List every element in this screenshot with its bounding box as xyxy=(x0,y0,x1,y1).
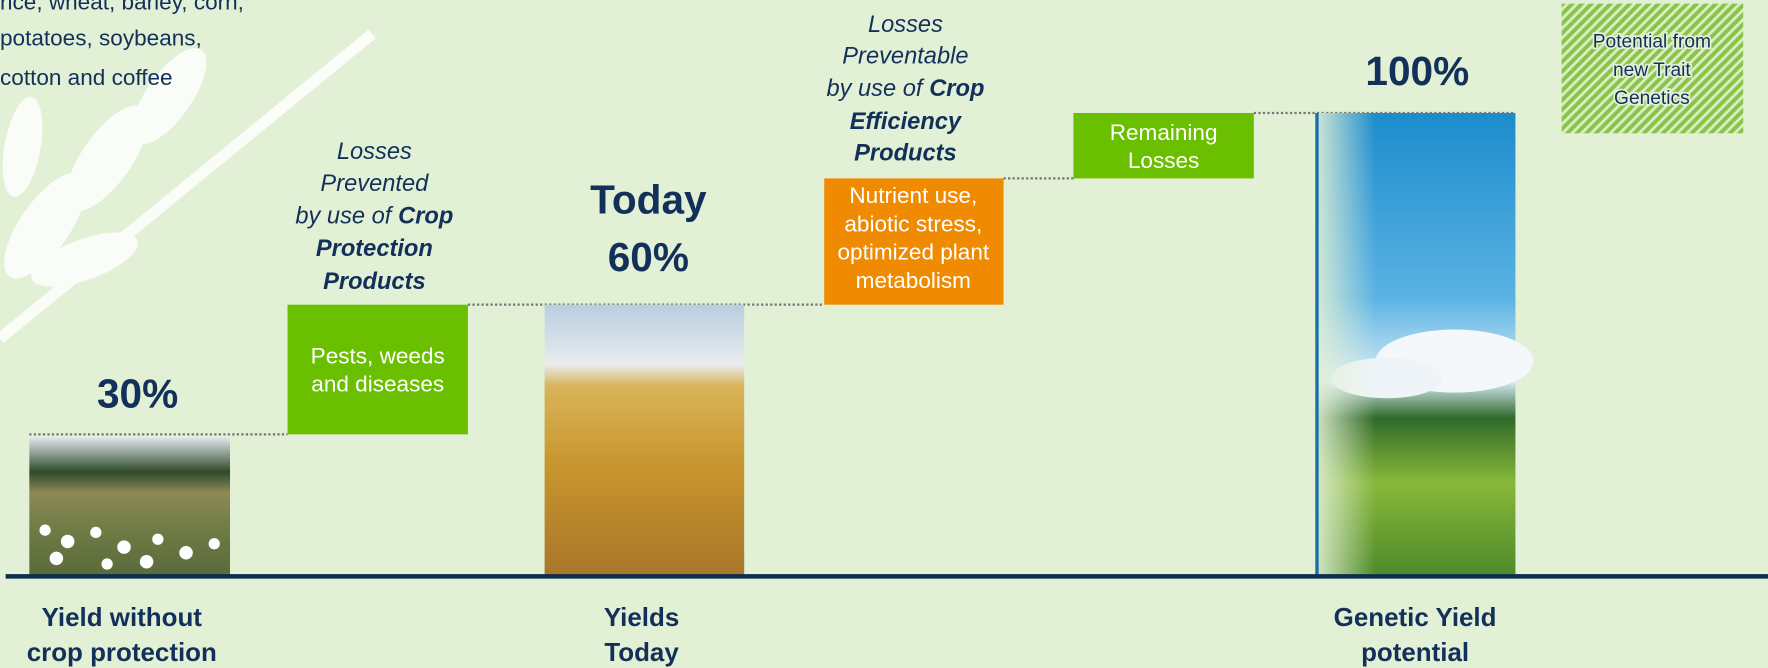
loss-box-text: metabolism xyxy=(856,268,971,293)
caption: by use of xyxy=(295,203,393,229)
caption: Prevented xyxy=(320,171,429,197)
stage-label: crop protection xyxy=(27,639,217,667)
legend-text: new Trait xyxy=(1613,60,1691,81)
stage-label: Yield without xyxy=(42,604,203,632)
crops-line: rice, wheat, barley, corn, xyxy=(0,0,244,14)
caption-bold: Products xyxy=(323,269,426,295)
caption: Preventable xyxy=(842,43,968,69)
loss-box-text: Losses xyxy=(1128,148,1199,173)
legend-text: Genetics xyxy=(1614,88,1690,109)
loss-box-text: Nutrient use, xyxy=(849,183,977,208)
caption: Losses xyxy=(337,139,412,165)
caption-bold: Products xyxy=(854,140,957,166)
stage-label: Yields xyxy=(604,604,679,632)
caption: by use of xyxy=(826,76,924,102)
stage-label: potential xyxy=(1361,639,1469,667)
crops-line: cotton and coffee xyxy=(0,65,173,90)
stage-title: Today xyxy=(590,176,707,222)
legend-text: Potential from xyxy=(1593,32,1711,53)
caption-bold: Crop xyxy=(398,203,453,229)
loss-box-text: optimized plant xyxy=(837,240,989,265)
stage-label: Genetic Yield xyxy=(1334,604,1497,632)
caption-bold: Efficiency xyxy=(850,109,963,135)
percent: 60% xyxy=(608,234,689,280)
page: {"header":{"crops":["rice, wheat, barley… xyxy=(0,0,1768,668)
loss-box-text: Pests, weeds xyxy=(311,343,445,368)
stage-label: Today xyxy=(604,639,679,667)
percent: 30% xyxy=(97,370,178,416)
loss-box-text: Remaining xyxy=(1110,120,1218,145)
infographic: rice, wheat, barley, corn, potatoes, soy… xyxy=(0,0,1768,668)
caption-bold: Crop xyxy=(929,76,984,102)
field-photo xyxy=(29,438,230,576)
wheat-photo xyxy=(545,305,745,576)
percent: 100% xyxy=(1365,48,1469,94)
caption-bold: Protection xyxy=(316,236,433,262)
loss-box xyxy=(288,305,468,435)
caption: Losses xyxy=(868,12,943,38)
crops-line: potatoes, soybeans, xyxy=(0,25,202,50)
landscape-photo xyxy=(1316,113,1534,575)
loss-box-text: abiotic stress, xyxy=(844,211,982,236)
loss-box-text: and diseases xyxy=(311,372,444,397)
